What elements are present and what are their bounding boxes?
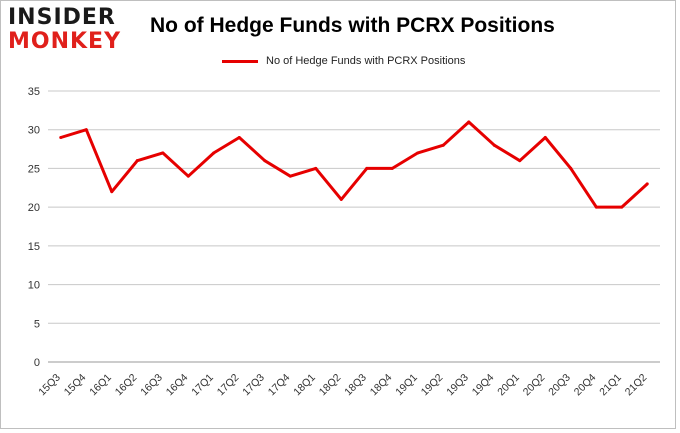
data-point xyxy=(288,174,292,178)
data-point xyxy=(186,174,190,178)
chart-title: No of Hedge Funds with PCRX Positions xyxy=(150,14,555,37)
y-tick-label: 15 xyxy=(28,241,40,253)
x-tick-label: 16Q1 xyxy=(87,372,114,399)
y-tick-label: 5 xyxy=(34,318,40,330)
x-tick-label: 16Q4 xyxy=(164,372,191,399)
data-point xyxy=(314,166,318,170)
data-point xyxy=(569,166,573,170)
y-tick-label: 25 xyxy=(28,163,40,175)
data-point xyxy=(365,166,369,170)
logo-line-2: MONKEY xyxy=(8,29,122,54)
x-tick-label: 19Q4 xyxy=(470,372,497,399)
x-tick-label: 19Q2 xyxy=(419,372,446,399)
x-tick-label: 20Q4 xyxy=(572,372,599,399)
x-tick-label: 18Q3 xyxy=(342,372,369,399)
logo-line-1: INSIDER xyxy=(8,5,116,30)
x-tick-label: 17Q3 xyxy=(240,372,267,399)
y-axis-ticks: 0 5 10 15 20 25 30 35 xyxy=(28,86,40,369)
x-tick-label: 21Q2 xyxy=(623,372,650,399)
y-tick-label: 10 xyxy=(28,280,40,292)
data-point xyxy=(492,143,496,147)
data-point xyxy=(594,205,598,209)
x-tick-label: 19Q1 xyxy=(393,372,420,399)
x-tick-label: 18Q4 xyxy=(368,372,395,399)
x-tick-label: 17Q4 xyxy=(266,372,293,399)
x-tick-label: 21Q1 xyxy=(597,372,624,399)
data-point xyxy=(390,166,394,170)
x-tick-label: 18Q1 xyxy=(291,372,318,399)
x-tick-label: 20Q2 xyxy=(521,372,548,399)
data-point xyxy=(467,120,471,124)
x-tick-label: 15Q3 xyxy=(36,372,63,399)
data-point xyxy=(416,151,420,155)
data-point xyxy=(212,151,216,155)
x-tick-label: 20Q3 xyxy=(546,372,573,399)
x-tick-label: 16Q3 xyxy=(138,372,165,399)
gridlines xyxy=(48,90,660,363)
x-tick-label: 20Q1 xyxy=(495,372,522,399)
data-point xyxy=(543,135,547,139)
data-point xyxy=(620,205,624,209)
y-tick-label: 20 xyxy=(28,202,40,214)
data-point xyxy=(237,135,241,139)
y-tick-label: 35 xyxy=(28,86,40,98)
series-line xyxy=(60,120,649,209)
legend-swatch xyxy=(222,59,258,63)
data-point xyxy=(518,159,522,163)
data-point xyxy=(135,159,139,163)
data-point xyxy=(84,128,88,132)
data-point xyxy=(441,143,445,147)
y-tick-label: 30 xyxy=(28,125,40,137)
x-tick-label: 17Q2 xyxy=(215,372,242,399)
x-tick-label: 15Q4 xyxy=(62,372,89,399)
x-tick-label: 16Q2 xyxy=(113,372,140,399)
data-point xyxy=(161,151,165,155)
x-axis-ticks: 15Q315Q416Q116Q216Q316Q417Q117Q217Q317Q4… xyxy=(36,372,649,399)
data-point xyxy=(59,135,63,139)
series-lines xyxy=(59,120,649,209)
x-tick-label: 17Q1 xyxy=(189,372,216,399)
legend-label: No of Hedge Funds with PCRX Positions xyxy=(266,55,466,67)
data-point xyxy=(339,197,343,201)
x-tick-label: 18Q2 xyxy=(317,372,344,399)
y-tick-label: 0 xyxy=(34,357,40,369)
data-point xyxy=(645,182,649,186)
chart-legend: No of Hedge Funds with PCRX Positions xyxy=(222,55,465,67)
data-point xyxy=(110,190,114,194)
insider-monkey-logo: INSIDER MONKEY xyxy=(8,6,128,54)
data-point xyxy=(263,159,267,163)
x-tick-label: 19Q3 xyxy=(444,372,471,399)
